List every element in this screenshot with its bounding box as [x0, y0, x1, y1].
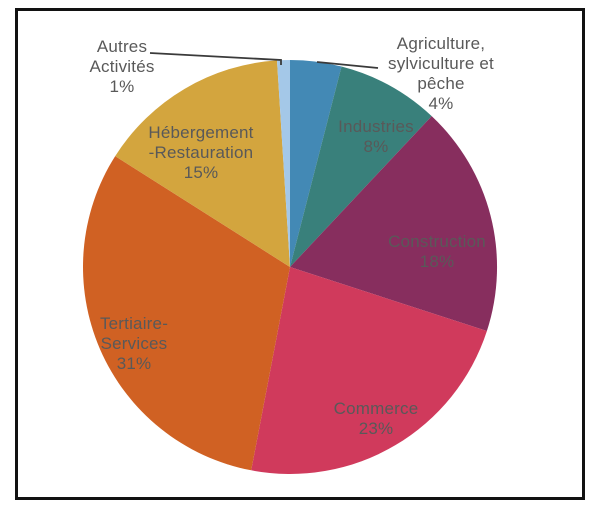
slice-label-construction: Construction 18% — [388, 232, 486, 271]
pie-slice-industries — [290, 66, 432, 267]
pie-slice-agriculture-sylviculture-et-peche — [290, 59, 342, 267]
pie-slice-commerce — [251, 267, 487, 474]
slice-label-commerce: Commerce 23% — [334, 399, 419, 438]
pie-slice-autres-activites — [277, 59, 290, 267]
slice-label-agriculture-sylviculture-et-peche: Agriculture, sylviculture et pêche 4% — [388, 34, 494, 113]
slice-label-hebergement-restauration: Hébergement -Restauration 15% — [148, 123, 253, 182]
leader-line-autres-activites — [149, 52, 282, 65]
pie-slice-hebergement-restauration — [115, 60, 290, 268]
slice-label-tertiaire-services: Tertiaire-Services 31% — [100, 314, 168, 373]
pie-slice-construction — [290, 116, 498, 331]
slice-label-autres-activites: Autres Activités 1% — [89, 37, 154, 96]
leader-line-agriculture-sylviculture-et-peche — [316, 61, 379, 69]
slice-label-industries: Industries 8% — [338, 117, 414, 156]
pie-slice-tertiaire-services — [83, 156, 291, 471]
